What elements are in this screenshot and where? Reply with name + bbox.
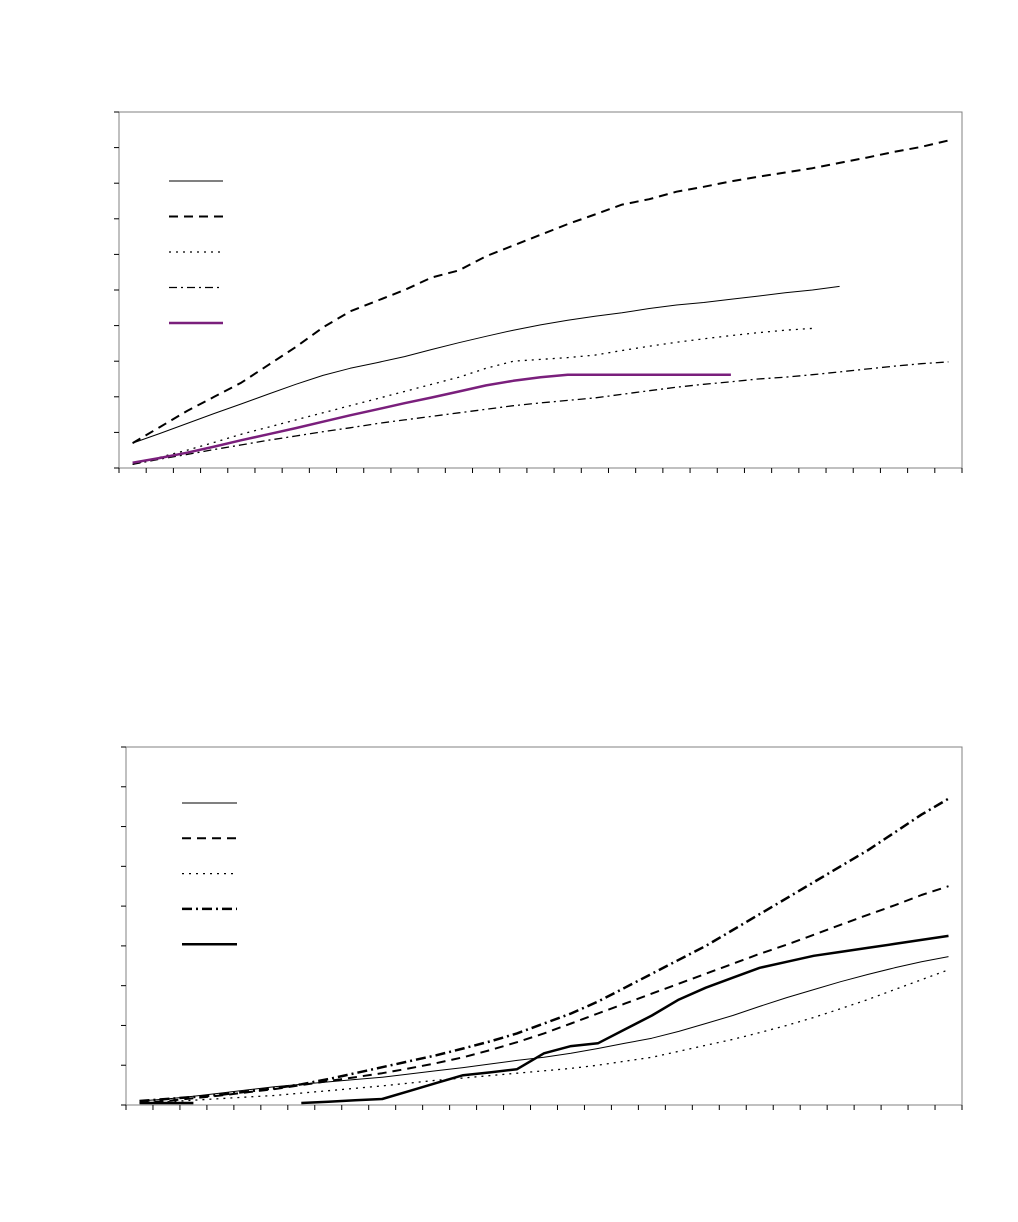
plot-area <box>118 111 963 469</box>
series-line-3 <box>139 969 949 1104</box>
chart-2 <box>121 746 963 1110</box>
series-line-1 <box>139 956 949 1102</box>
series-line-5 <box>132 373 731 464</box>
series-line-2 <box>132 139 949 444</box>
series-line-4 <box>139 797 950 1103</box>
series-line-1 <box>132 285 840 444</box>
series-line-3 <box>132 327 813 466</box>
chart-1 <box>114 111 963 473</box>
series-line-5 <box>139 934 949 1105</box>
plot-area <box>125 746 963 1106</box>
series-line-2 <box>139 885 949 1104</box>
series-line-4 <box>132 361 949 466</box>
